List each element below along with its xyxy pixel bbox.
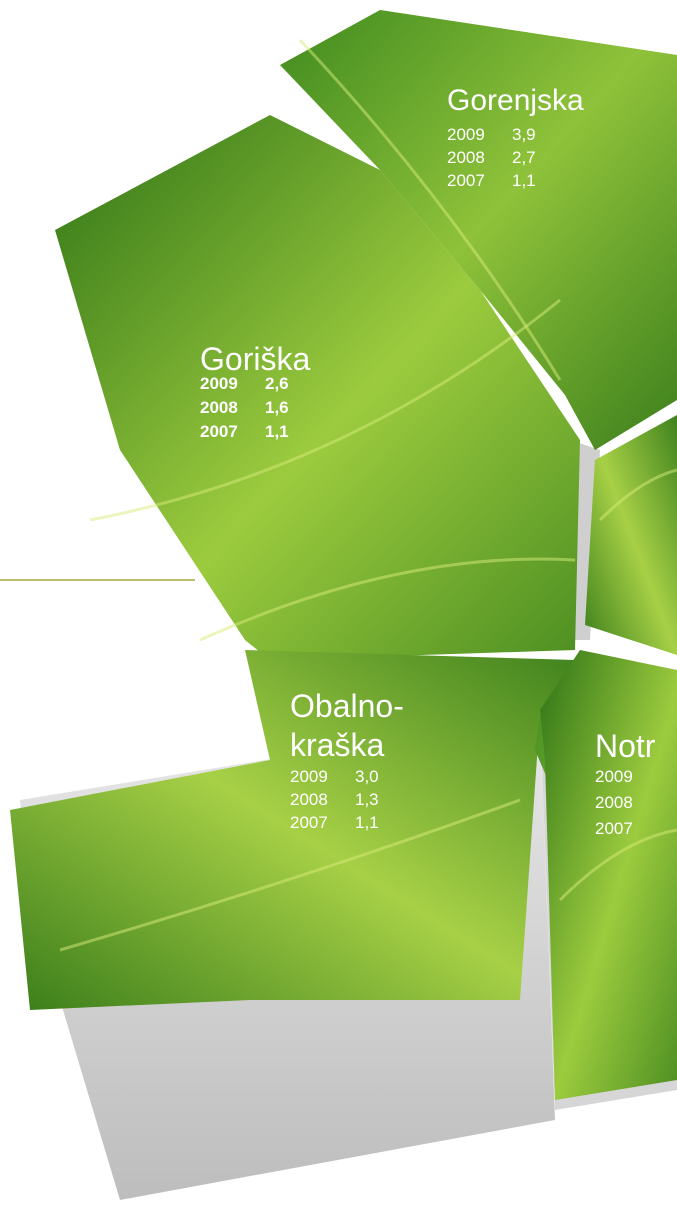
value: 3,9 — [512, 125, 536, 144]
value: 1,3 — [355, 790, 379, 809]
region-name: kraška — [290, 727, 384, 763]
value: 1,1 — [512, 171, 536, 190]
region-name: Gorenjska — [447, 84, 584, 117]
value: 1,6 — [265, 398, 289, 417]
year: 2007 — [595, 819, 633, 838]
year: 2008 — [595, 793, 633, 812]
notr-piece — [540, 650, 677, 1100]
year: 2009 — [447, 125, 485, 144]
year: 2008 — [447, 148, 485, 167]
value: 2,6 — [265, 374, 289, 393]
region-name: Obalno- — [290, 688, 404, 724]
map: Gorenjska 2009 3,9 2008 2,7 2007 1,1 Gor… — [0, 0, 677, 1216]
year: 2009 — [290, 767, 328, 786]
region-name: Notr — [595, 728, 656, 764]
region-name: Goriška — [200, 341, 310, 377]
year: 2009 — [200, 374, 238, 393]
year: 2007 — [290, 813, 328, 832]
value: 1,1 — [355, 813, 379, 832]
value: 3,0 — [355, 767, 379, 786]
year: 2007 — [447, 171, 485, 190]
year: 2008 — [290, 790, 328, 809]
year: 2008 — [200, 398, 238, 417]
year: 2009 — [595, 767, 633, 786]
value: 1,1 — [265, 422, 289, 441]
year: 2007 — [200, 422, 238, 441]
value: 2,7 — [512, 148, 536, 167]
